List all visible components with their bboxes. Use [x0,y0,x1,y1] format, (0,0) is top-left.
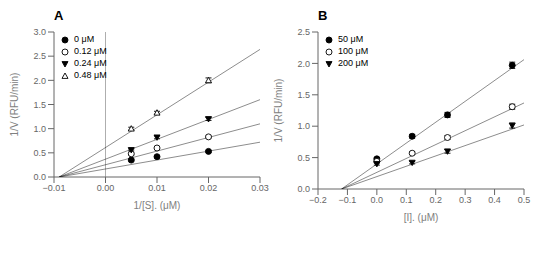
svg-text:0.02: 0.02 [200,183,218,193]
svg-text:[I]. (μM): [I]. (μM) [404,212,439,223]
html-text:A: A [54,8,64,23]
svg-text:2.5: 2.5 [33,51,46,61]
svg-text:−0.1: −0.1 [339,195,357,205]
svg-text:0.2: 0.2 [429,195,442,205]
svg-text:0.5: 0.5 [297,153,310,163]
svg-text:2.0: 2.0 [297,59,310,69]
html-text:100 μM: 100 μM [338,46,369,56]
svg-text:3.0: 3.0 [33,27,46,37]
svg-text:−0.01: −0.01 [43,183,66,193]
svg-text:0.00: 0.00 [97,183,115,193]
html-text:200 μM: 200 μM [338,58,369,68]
svg-text:2.0: 2.0 [33,76,46,86]
svg-text:2.5: 2.5 [297,27,310,37]
svg-text:1.5: 1.5 [297,90,310,100]
svg-text:0.0: 0.0 [33,172,46,182]
html-text:0.48 μM: 0.48 μM [74,70,107,80]
html-text:0.12 μM: 0.12 μM [74,46,107,56]
svg-text:1.0: 1.0 [33,124,46,134]
svg-text:0.03: 0.03 [251,183,269,193]
svg-text:0.5: 0.5 [33,148,46,158]
svg-text:0.01: 0.01 [148,183,166,193]
svg-text:0.0: 0.0 [297,184,310,194]
svg-text:1.0: 1.0 [297,121,310,131]
svg-text:0.0: 0.0 [371,195,384,205]
svg-text:1/[S]. (μM): 1/[S]. (μM) [134,200,181,211]
svg-text:0.3: 0.3 [459,195,472,205]
svg-text:1/V (RFU/min): 1/V (RFU/min) [9,73,20,137]
html-text:0.24 μM: 0.24 μM [74,58,107,68]
html-text:0 μM: 0 μM [74,34,95,44]
html-text:B: B [318,8,328,23]
svg-text:0.5: 0.5 [518,195,531,205]
html-text:50 μM: 50 μM [338,34,364,44]
svg-text:0.1: 0.1 [400,195,413,205]
svg-text:1.5: 1.5 [33,100,46,110]
svg-text:0.4: 0.4 [488,195,501,205]
svg-text:1/V (RFU/min): 1/V (RFU/min) [273,79,284,143]
svg-text:−0.2: −0.2 [309,195,327,205]
